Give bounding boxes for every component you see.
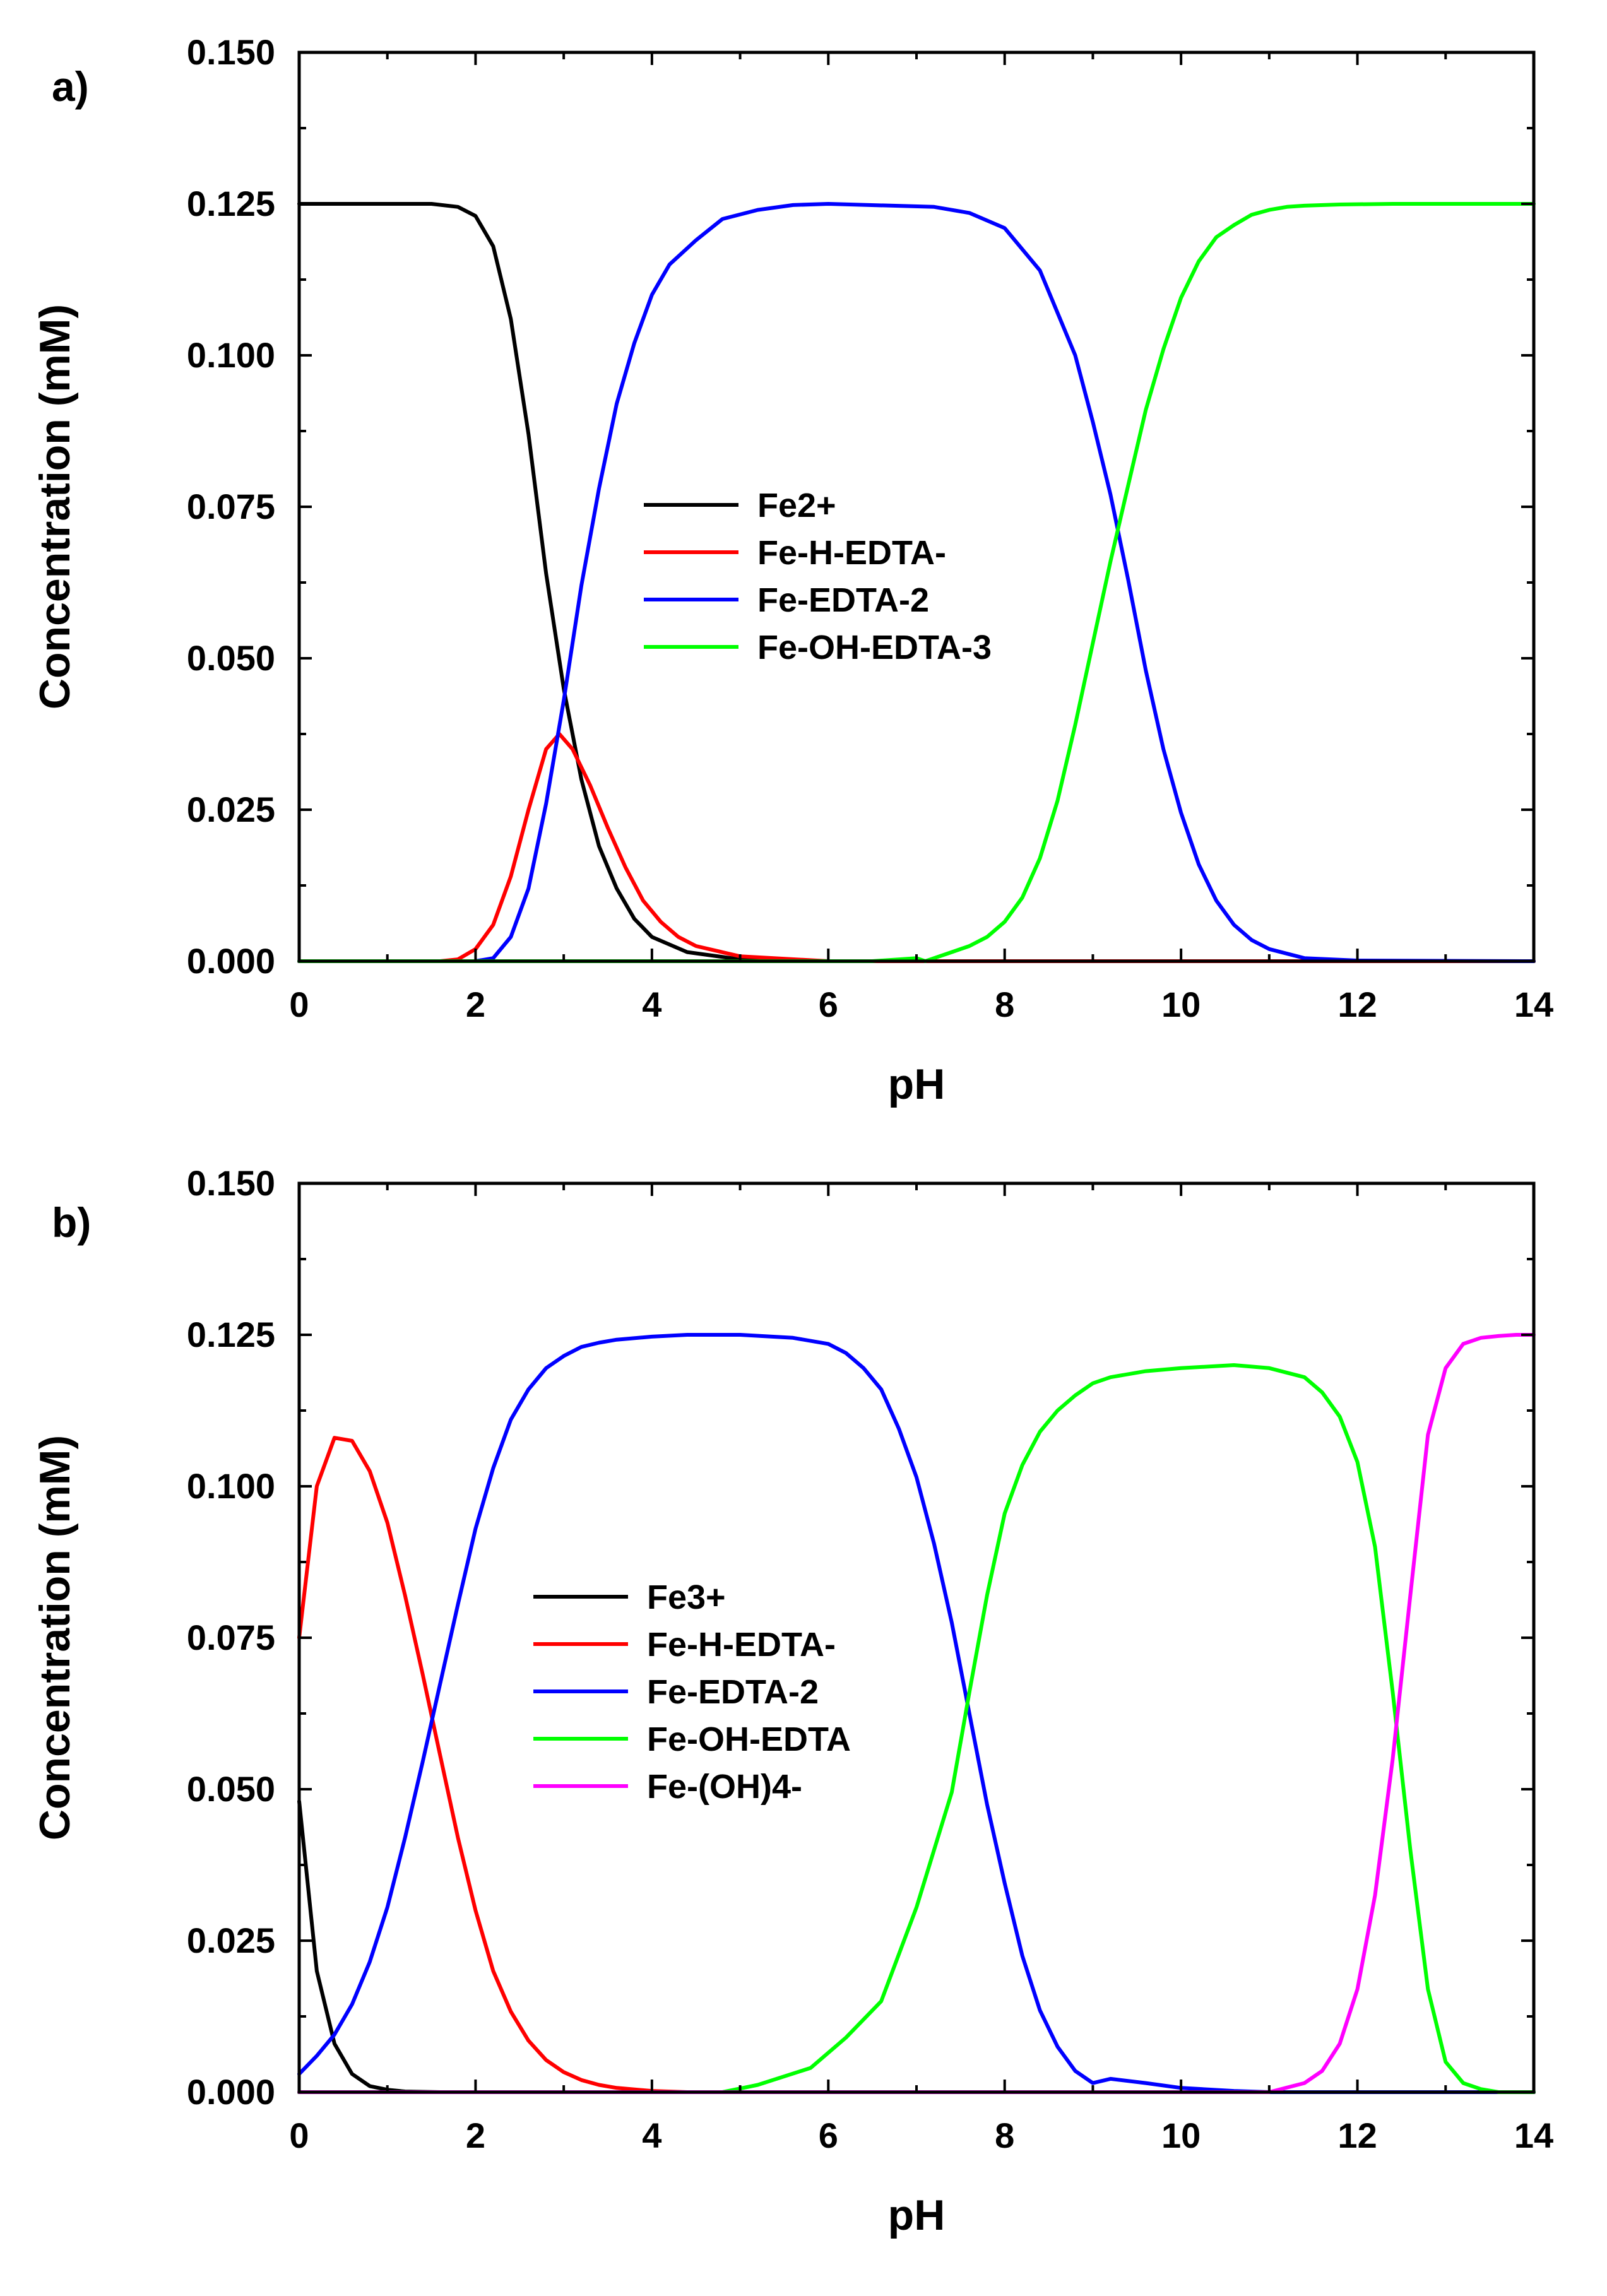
legend-label: Fe-EDTA-2	[757, 581, 929, 619]
y-tick-label: 0.050	[187, 638, 275, 678]
legend-label: Fe-H-EDTA-	[757, 534, 946, 572]
series-group	[297, 202, 1536, 963]
y-tick-label: 0.050	[187, 1769, 275, 1809]
x-axis-title: pH	[888, 1060, 946, 1108]
series-line-fe2-	[297, 202, 1536, 963]
plot-frame	[297, 1181, 1536, 2094]
legend: Fe3+ Fe-H-EDTA- Fe-EDTA-2 Fe-OH-EDTA Fe-(OH)…	[533, 1578, 851, 1806]
x-tick-label: 14	[1514, 985, 1553, 1024]
panel-label: b)	[52, 1199, 91, 1246]
series-line-fe-oh-edta	[297, 1363, 1536, 2094]
legend-label: Fe-H-EDTA-	[647, 1626, 836, 1664]
tick-labels: 0 2 4 6 8 10 12 14 0.000 0.025 0.050 0.075 0.100 0.12…	[187, 1163, 1553, 2155]
x-tick-label: 6	[819, 985, 838, 1024]
y-tick-label: 0.150	[187, 32, 275, 72]
series-line-fe-h-edta-	[297, 1436, 1536, 2094]
y-axis-title: Concentration (mM)	[31, 304, 79, 709]
legend: Fe2+ Fe-H-EDTA- Fe-EDTA-2 Fe-OH-EDTA-3	[644, 487, 992, 666]
axis-ticks	[298, 1182, 1535, 2093]
tick-labels: 0 2 4 6 8 10 12 14 0.000 0.025 0.050 0.075 0.100 0.12…	[187, 32, 1553, 1024]
y-tick-label: 0.125	[187, 184, 275, 223]
x-tick-label: 10	[1161, 2116, 1201, 2155]
plot-frame	[297, 50, 1536, 963]
x-tick-label: 4	[642, 2116, 661, 2155]
chart-panel-b: b) 0 2 4 6 8 10 12 140.0000.0250.0500.0750.1000…	[31, 1163, 1553, 2239]
series-group	[297, 1333, 1536, 2094]
x-tick-label: 8	[995, 2116, 1014, 2155]
y-tick-label: 0.100	[187, 335, 275, 375]
x-tick-label: 12	[1337, 985, 1377, 1024]
x-tick-label: 14	[1514, 2116, 1553, 2155]
panel-label: a)	[52, 63, 89, 110]
y-tick-label: 0.000	[187, 941, 275, 981]
y-tick-label: 0.150	[187, 1163, 275, 1203]
legend-label: Fe-EDTA-2	[647, 1673, 819, 1711]
y-tick-label: 0.000	[187, 2072, 275, 2112]
series-line-fe-oh-edta-3	[297, 202, 1536, 963]
legend-label: Fe-(OH)4-	[647, 1768, 802, 1806]
axis-ticks	[298, 51, 1535, 962]
x-tick-label: 4	[642, 985, 661, 1024]
y-tick-label: 0.125	[187, 1315, 275, 1354]
series-line-fe-h-edta-	[297, 732, 1536, 963]
x-tick-label: 8	[995, 985, 1014, 1024]
y-tick-label: 0.100	[187, 1466, 275, 1506]
chart-panel-a: a) 0 2 4 6 8 10 12 140.0000.0250.0500.0750.1000…	[31, 32, 1553, 1108]
x-axis-title: pH	[888, 2191, 946, 2239]
y-axis-title: Concentration (mM)	[31, 1435, 79, 1840]
x-tick-label: 0	[289, 985, 309, 1024]
x-tick-label: 6	[819, 2116, 838, 2155]
series-line-fe-edta-2	[297, 202, 1536, 963]
y-tick-label: 0.025	[187, 790, 275, 829]
x-tick-label: 0	[289, 2116, 309, 2155]
x-tick-label: 2	[466, 2116, 485, 2155]
x-tick-label: 12	[1337, 2116, 1377, 2155]
y-tick-label: 0.025	[187, 1920, 275, 1960]
y-tick-label: 0.075	[187, 1618, 275, 1657]
legend-label: Fe3+	[647, 1578, 726, 1616]
x-tick-label: 10	[1161, 985, 1201, 1024]
legend-label: Fe-OH-EDTA	[647, 1720, 851, 1758]
y-tick-label: 0.075	[187, 487, 275, 526]
series-line-fe-oh-4-	[297, 1333, 1536, 2094]
series-line-fe-edta-2	[297, 1333, 1536, 2094]
x-tick-label: 2	[466, 985, 485, 1024]
legend-label: Fe-OH-EDTA-3	[757, 629, 992, 666]
legend-label: Fe2+	[757, 487, 836, 524]
